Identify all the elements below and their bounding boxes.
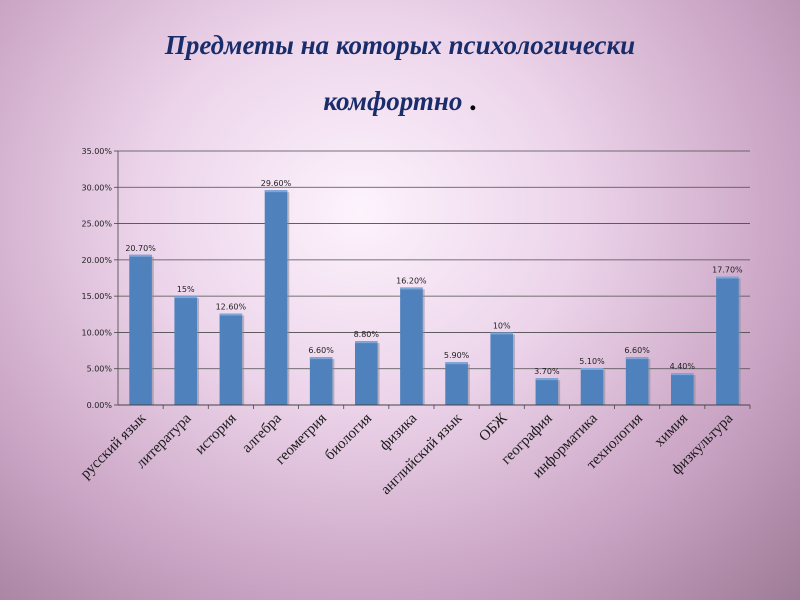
bar-highlight xyxy=(445,362,468,365)
y-tick-label: 0.00% xyxy=(87,401,113,410)
data-label: 17.70% xyxy=(712,266,743,275)
chart-title-line1: Предметы на которых психологически xyxy=(164,30,636,60)
data-label: 5.10% xyxy=(579,357,605,366)
x-tick-label: химия xyxy=(652,410,692,450)
data-label: 16.20% xyxy=(396,276,427,285)
data-label: 4.40% xyxy=(670,362,696,371)
bar xyxy=(580,367,604,405)
x-tick-label: биология xyxy=(322,410,375,463)
bar-highlight xyxy=(309,357,333,360)
x-tick-label: ОБЖ xyxy=(476,410,511,445)
data-label: 3.70% xyxy=(534,367,560,376)
bar-highlight xyxy=(716,276,739,279)
y-axis: 0.00% 5.00% 10.00% 15.00% 20.00% 25.00% 30.00%… xyxy=(81,147,119,410)
bar xyxy=(535,378,559,405)
data-label: 15% xyxy=(177,285,195,294)
bar xyxy=(716,276,739,405)
x-tick-label: русский язык xyxy=(78,410,150,482)
y-tick-label: 20.00% xyxy=(81,256,112,265)
gridlines xyxy=(118,150,750,406)
bar-highlight xyxy=(264,190,288,193)
data-label: 29.60% xyxy=(261,179,292,188)
y-tick-label: 5.00% xyxy=(87,365,113,374)
bar-highlight xyxy=(219,313,243,316)
y-tick-label: 10.00% xyxy=(81,328,112,337)
bar xyxy=(174,296,197,405)
bar-highlight xyxy=(355,341,378,344)
y-tick-label: 25.00% xyxy=(81,220,112,229)
chart-title-line2: комфортно . xyxy=(0,84,800,118)
bar-highlight xyxy=(580,367,604,370)
data-label: 20.70% xyxy=(125,244,156,253)
bars xyxy=(129,190,741,405)
data-label: 10% xyxy=(493,321,511,330)
x-tick-label: английский язык xyxy=(378,410,466,498)
bar xyxy=(490,332,513,405)
bar xyxy=(400,287,423,405)
bar xyxy=(219,313,243,405)
bar-highlight xyxy=(174,296,197,299)
bar xyxy=(445,362,468,405)
x-tick-label: алгебра xyxy=(239,410,285,456)
bar-highlight xyxy=(400,287,423,290)
data-label: 6.60% xyxy=(308,346,334,355)
y-tick-label: 15.00% xyxy=(81,292,112,301)
data-label: 6.60% xyxy=(624,346,650,355)
bar xyxy=(625,357,649,405)
data-label: 5.90% xyxy=(444,351,470,360)
bar xyxy=(671,373,694,405)
chart-title-dot: . xyxy=(469,84,477,117)
bar-highlight xyxy=(671,373,694,376)
bar-highlight xyxy=(535,378,559,381)
bar xyxy=(309,357,333,405)
bar xyxy=(129,254,152,405)
x-tick-label: физика xyxy=(377,410,421,454)
bar xyxy=(355,341,378,405)
y-tick-label: 35.00% xyxy=(81,147,112,156)
chart-title-line2-text: комфортно xyxy=(323,86,463,116)
y-tick-label: 30.00% xyxy=(81,183,112,192)
data-label: 12.60% xyxy=(216,303,247,312)
x-tick-label: история xyxy=(192,410,239,457)
bar-highlight xyxy=(490,332,513,335)
bar xyxy=(264,190,288,405)
data-label: 8.80% xyxy=(354,330,380,339)
bar-highlight xyxy=(129,254,152,257)
bar-highlight xyxy=(625,357,649,360)
data-labels: 20.70% 15% 12.60% 29.60% 6.60% 8.80% 16.20% 5.9… xyxy=(125,179,743,376)
